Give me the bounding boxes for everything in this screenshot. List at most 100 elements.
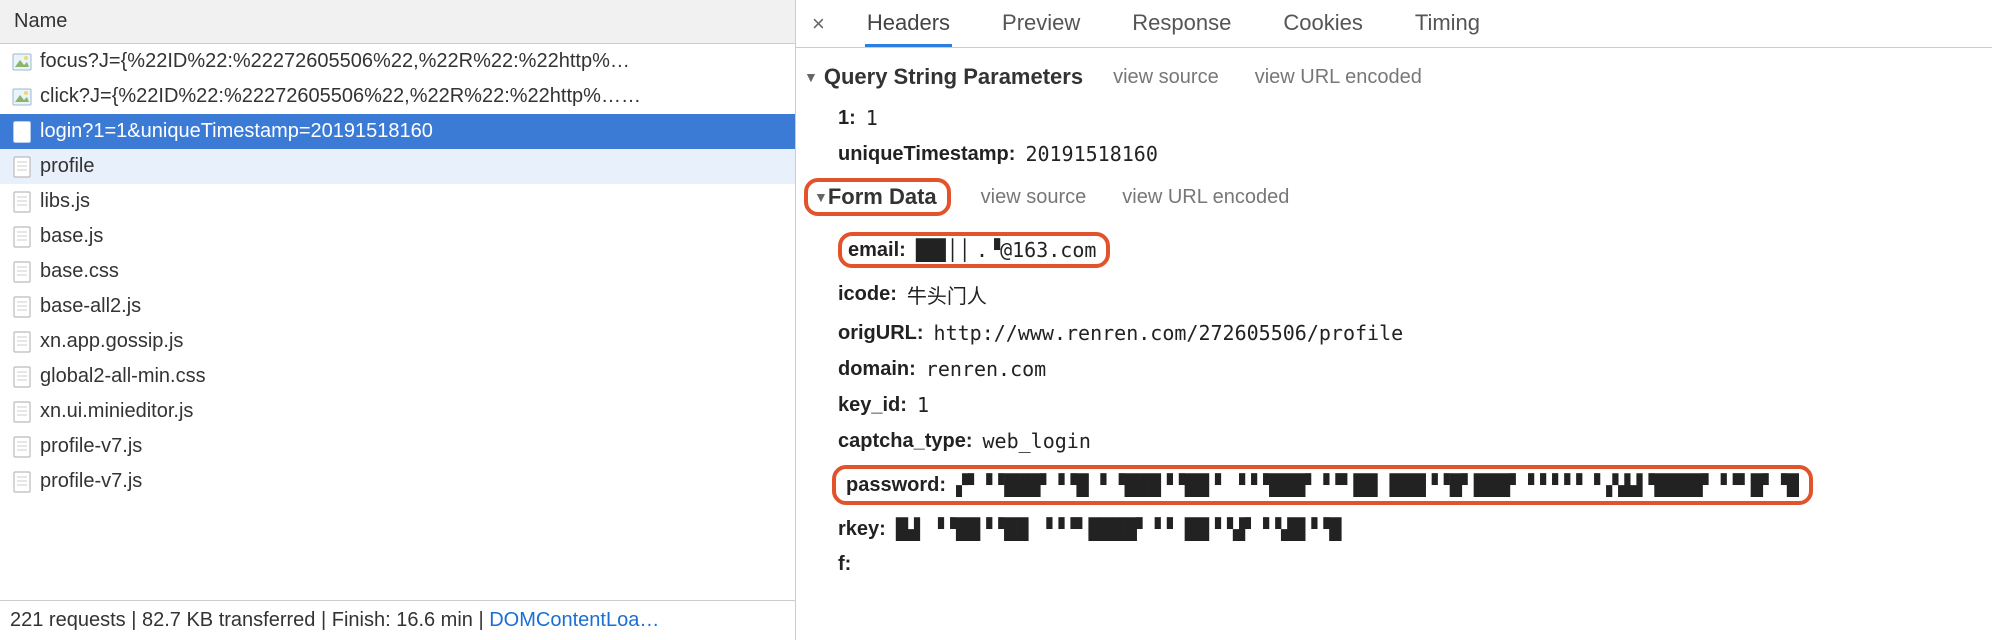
param-value: renren.com [926,357,1046,381]
param-value: █▟ ▝▝██▝▝██ ▝▝▝▘████▘▝▝ ██▝▝▟▘▝▝▟█▝▝█ [896,517,1342,541]
section-link[interactable]: view URL encoded [1122,186,1289,209]
request-row[interactable]: libs.js [0,184,795,219]
section-header[interactable]: ▼Form Data view source view URL encoded [804,172,1984,226]
section-header[interactable]: ▼Query String Parameters view source view … [804,58,1984,100]
section-title: ▼Query String Parameters [804,64,1083,90]
param-row: password: ▞▘▝▝███▘▝▝█ ▘▝███▝▝██▝ ▝▝▝███▘▝… [838,459,1984,511]
param-key: uniqueTimestamp: [838,143,1015,166]
document-file-icon [12,437,32,457]
request-row[interactable]: xn.ui.minieditor.js [0,394,795,429]
param-key: email: [848,239,906,262]
param-row: origURL: http://www.renren.com/272605506/… [838,315,1984,351]
status-finish: Finish: 16.6 min [332,609,473,631]
request-name: xn.app.gossip.js [40,330,183,353]
param-key: domain: [838,358,916,381]
document-file-icon [12,297,32,317]
request-row[interactable]: xn.app.gossip.js [0,324,795,359]
request-name: login?1=1&uniqueTimestamp=20191518160 [40,120,433,143]
param-value: ██▌▏▏.▝@163.com [916,238,1097,262]
param-key: password: [846,474,946,497]
param-row: captcha_type: web_login [838,423,1984,459]
section-link[interactable]: view source [1113,66,1219,89]
request-row[interactable]: click?J={%22ID%22:%22272605506%22,%22R%2… [0,79,795,114]
section-link[interactable]: view URL encoded [1255,66,1422,89]
network-requests-panel: Name focus?J={%22ID%22:%22272605506%22,%… [0,0,796,640]
tab-timing[interactable]: Timing [1413,0,1482,47]
section-title: ▼Form Data [804,178,951,216]
request-name: xn.ui.minieditor.js [40,400,193,423]
document-file-icon [12,227,32,247]
document-file-icon [12,367,32,387]
request-row[interactable]: global2-all-min.css [0,359,795,394]
request-name: focus?J={%22ID%22:%22272605506%22,%22R%2… [40,50,630,73]
image-file-icon [12,52,32,72]
document-file-icon [12,157,32,177]
disclosure-triangle-icon[interactable]: ▼ [814,189,828,205]
param-value: 20191518160 [1025,142,1157,166]
param-key: 1: [838,107,856,130]
param-value: 1 [866,106,878,130]
param-row: 1: 1 [838,100,1984,136]
param-key: f: [838,553,851,576]
param-row: uniqueTimestamp: 20191518160 [838,136,1984,172]
request-name: profile-v7.js [40,470,142,493]
tab-response[interactable]: Response [1130,0,1233,47]
param-row: rkey: █▟ ▝▝██▝▝██ ▝▝▝▘████▘▝▝ ██▝▝▟▘▝▝▟█▝… [838,511,1984,547]
param-row: icode: 牛头门人 [838,274,1984,315]
request-row[interactable]: focus?J={%22ID%22:%22272605506%22,%22R%2… [0,44,795,79]
headers-details: ▼Query String Parameters view source view … [796,48,1992,640]
status-transferred: 82.7 KB transferred [142,609,315,631]
param-key: origURL: [838,322,924,345]
highlight-box: ▼Form Data [804,178,951,216]
param-value: web_login [983,429,1091,453]
request-row[interactable]: profile-v7.js [0,429,795,464]
request-name: libs.js [40,190,90,213]
param-value: 1 [917,393,929,417]
status-domcontent: DOMContentLoa… [489,609,659,631]
name-column-header[interactable]: Name [0,0,795,44]
param-row: domain: renren.com [838,351,1984,387]
request-name: base.css [40,260,119,283]
param-value: 牛头门人 [907,280,987,309]
details-panel: × Headers Preview Response Cookies Timing ▼Q… [796,0,1992,640]
section-link[interactable]: view source [981,186,1087,209]
request-name: base.js [40,225,103,248]
param-key: rkey: [838,518,886,541]
request-name: global2-all-min.css [40,365,206,388]
highlight-box: password: ▞▘▝▝███▘▝▝█ ▘▝███▝▝██▝ ▝▝▝███▘▝… [832,465,1813,505]
document-file-icon [12,472,32,492]
request-row[interactable]: base-all2.js [0,289,795,324]
tab-headers[interactable]: Headers [865,0,952,47]
param-key: key_id: [838,394,907,417]
document-file-icon [12,192,32,212]
request-name: base-all2.js [40,295,141,318]
status-bar: 221 requests | 82.7 KB transferred | Fin… [0,600,795,640]
request-name: profile [40,155,94,178]
document-file-icon [12,122,32,142]
param-key: icode: [838,283,897,306]
image-file-icon [12,87,32,107]
tab-cookies[interactable]: Cookies [1281,0,1364,47]
document-file-icon [12,332,32,352]
highlight-box: email: ██▌▏▏.▝@163.com [838,232,1110,268]
request-name: profile-v7.js [40,435,142,458]
param-row: email: ██▌▏▏.▝@163.com [838,226,1984,274]
request-list: focus?J={%22ID%22:%22272605506%22,%22R%2… [0,44,795,600]
document-file-icon [12,402,32,422]
request-row[interactable]: profile-v7.js [0,464,795,499]
param-value: http://www.renren.com/272605506/profile [934,321,1404,345]
close-icon[interactable]: × [806,11,831,37]
disclosure-triangle-icon[interactable]: ▼ [804,69,818,85]
param-key: captcha_type: [838,430,973,453]
request-row[interactable]: login?1=1&uniqueTimestamp=20191518160 [0,114,795,149]
request-name: click?J={%22ID%22:%22272605506%22,%22R%2… [40,85,641,108]
param-row: f: [838,547,1984,582]
request-row[interactable]: profile [0,149,795,184]
request-row[interactable]: base.css [0,254,795,289]
param-value: ▞▘▝▝███▘▝▝█ ▘▝███▝▝██▝ ▝▝▝███▘▝▝▘██ ███▝… [956,473,1799,497]
tab-preview[interactable]: Preview [1000,0,1082,47]
param-row: key_id: 1 [838,387,1984,423]
status-requests: 221 requests [10,609,126,631]
tabs-bar: × Headers Preview Response Cookies Timing [796,0,1992,48]
request-row[interactable]: base.js [0,219,795,254]
